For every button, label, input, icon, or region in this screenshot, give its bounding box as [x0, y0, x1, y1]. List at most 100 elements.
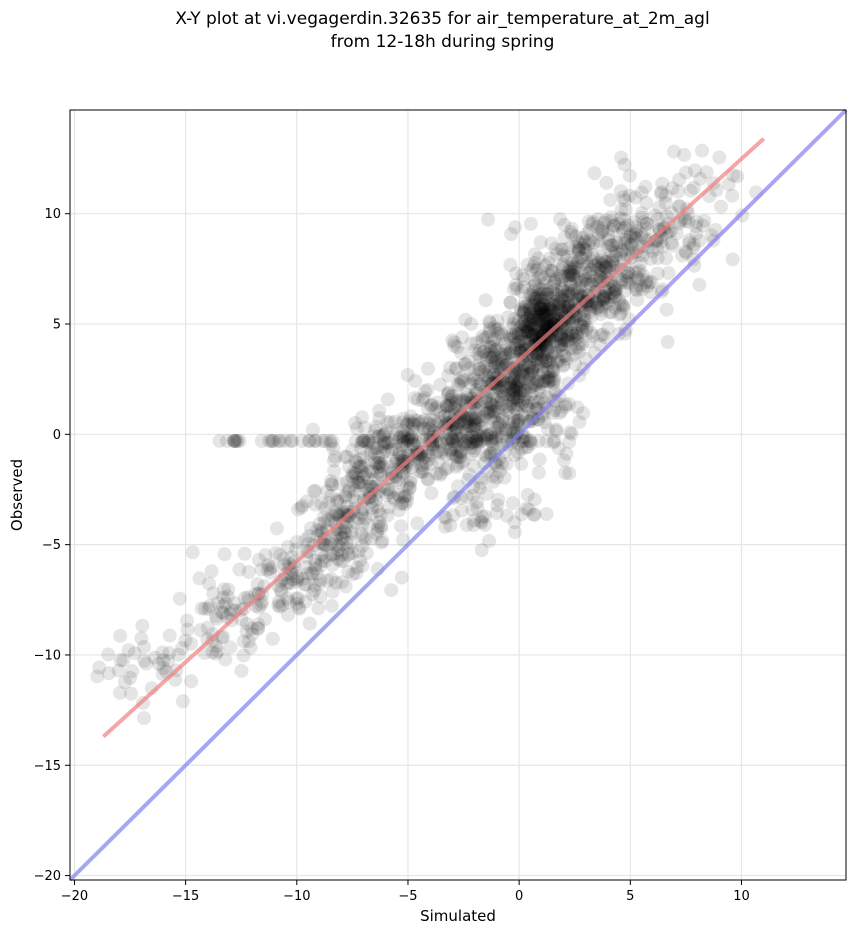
scatter-point	[372, 459, 387, 474]
scatter-point	[481, 405, 496, 420]
scatter-point	[575, 257, 590, 272]
scatter-point	[521, 317, 536, 332]
scatter-point	[312, 577, 327, 592]
scatter-point	[547, 298, 562, 313]
scatter-point	[477, 363, 492, 378]
scatter-point	[571, 254, 586, 269]
scatter-point	[366, 429, 381, 444]
scatter-point	[527, 328, 542, 343]
scatter-point	[456, 393, 471, 408]
scatter-point	[551, 302, 566, 317]
scatter-point	[261, 557, 276, 572]
scatter-point	[325, 508, 340, 523]
scatter-point	[382, 485, 397, 500]
scatter-point	[605, 255, 620, 270]
scatter-point	[433, 466, 448, 481]
scatter-point	[511, 334, 526, 349]
scatter-point	[582, 334, 597, 349]
scatter-point	[330, 537, 345, 552]
scatter-point	[483, 343, 498, 358]
scatter-point	[318, 538, 333, 553]
scatter-point	[599, 295, 614, 310]
scatter-point	[338, 520, 353, 535]
scatter-point	[563, 276, 578, 291]
scatter-point	[453, 449, 468, 464]
scatter-point	[522, 357, 537, 372]
scatter-point	[664, 235, 679, 250]
scatter-point	[113, 628, 128, 643]
scatter-point	[376, 427, 391, 442]
scatter-point	[485, 404, 500, 419]
scatter-point	[433, 377, 448, 392]
scatter-point	[569, 326, 584, 341]
scatter-point	[454, 424, 469, 439]
scatter-point	[527, 492, 542, 507]
scatter-point	[433, 435, 448, 450]
scatter-point	[471, 357, 486, 372]
scatter-point	[564, 326, 579, 341]
scatter-point	[599, 175, 614, 190]
scatter-point	[487, 399, 502, 414]
scatter-point	[630, 270, 645, 285]
scatter-point	[511, 389, 526, 404]
scatter-point	[609, 235, 624, 250]
scatter-point	[568, 332, 583, 347]
scatter-point	[407, 418, 422, 433]
scatter-point	[516, 391, 531, 406]
scatter-point	[354, 464, 369, 479]
scatter-point	[602, 305, 617, 320]
scatter-point	[474, 421, 489, 436]
scatter-point	[553, 304, 568, 319]
scatter-point	[513, 366, 528, 381]
scatter-point	[440, 399, 455, 414]
scatter-point	[520, 324, 535, 339]
scatter-point	[429, 445, 444, 460]
scatter-point	[556, 359, 571, 374]
scatter-point	[483, 426, 498, 441]
scatter-point	[639, 275, 654, 290]
scatter-point	[267, 433, 282, 448]
scatter-point	[396, 429, 411, 444]
scatter-point	[632, 263, 647, 278]
scatter-point	[364, 464, 379, 479]
scatter-point	[558, 465, 573, 480]
scatter-point	[506, 393, 521, 408]
scatter-point	[376, 437, 391, 452]
scatter-point	[208, 609, 223, 624]
scatter-point	[494, 350, 509, 365]
scatter-point	[512, 412, 527, 427]
scatter-point	[531, 359, 546, 374]
scatter-point	[613, 184, 628, 199]
scatter-point	[356, 433, 371, 448]
scatter-point	[265, 559, 280, 574]
scatter-point	[602, 258, 617, 273]
scatter-point	[273, 547, 288, 562]
scatter-point	[486, 392, 501, 407]
scatter-point	[314, 496, 329, 511]
scatter-point	[509, 358, 524, 373]
scatter-point	[526, 310, 541, 325]
scatter-point	[567, 262, 582, 277]
scatter-point	[292, 601, 307, 616]
scatter-point	[520, 487, 535, 502]
scatter-point	[623, 229, 638, 244]
scatter-point	[404, 430, 419, 445]
scatter-point	[229, 433, 244, 448]
scatter-point	[499, 456, 514, 471]
scatter-point	[326, 453, 341, 468]
scatter-point	[492, 374, 507, 389]
scatter-point	[489, 470, 504, 485]
scatter-point	[388, 414, 403, 429]
scatter-point	[634, 227, 649, 242]
scatter-point	[636, 230, 651, 245]
scatter-point	[358, 531, 373, 546]
scatter-point	[218, 652, 233, 667]
scatter-point	[307, 561, 322, 576]
scatter-point	[492, 418, 507, 433]
scatter-point	[529, 353, 544, 368]
scatter-point	[534, 391, 549, 406]
scatter-point	[437, 409, 452, 424]
scatter-point	[508, 337, 523, 352]
scatter-point	[577, 235, 592, 250]
scatter-point	[575, 323, 590, 338]
